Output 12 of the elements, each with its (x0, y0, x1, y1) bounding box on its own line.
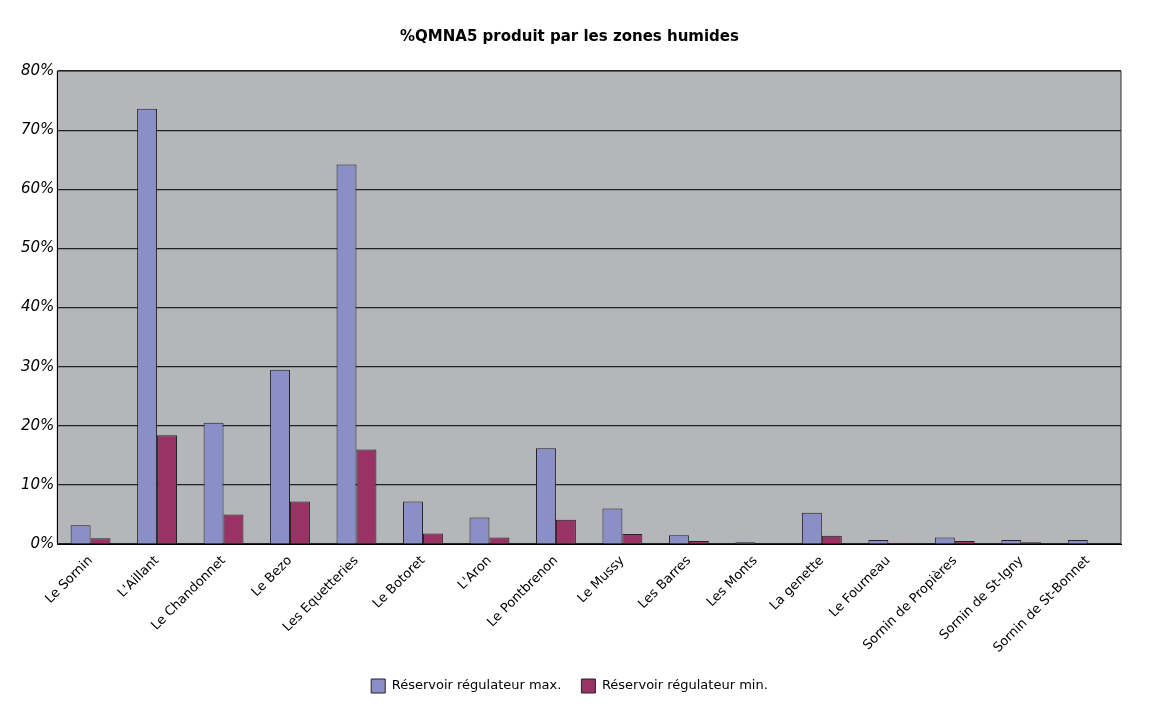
y-tick-label: 40% (21, 297, 55, 316)
legend-label: Réservoir régulateur max. (391, 677, 562, 693)
y-tick-label: 60% (21, 179, 55, 198)
legend-label: Réservoir régulateur min. (601, 677, 768, 693)
y-tick-label: 80% (21, 60, 55, 79)
y-tick-label: 20% (21, 415, 55, 434)
y-tick-label: 70% (21, 120, 55, 139)
chart-title: %QMNA5 produit par les zones humides (400, 26, 739, 45)
y-tick-label: 50% (21, 238, 55, 257)
y-tick-label: 30% (21, 356, 55, 375)
y-tick-label: 0% (30, 533, 55, 552)
y-tick-label: 10% (21, 474, 55, 493)
